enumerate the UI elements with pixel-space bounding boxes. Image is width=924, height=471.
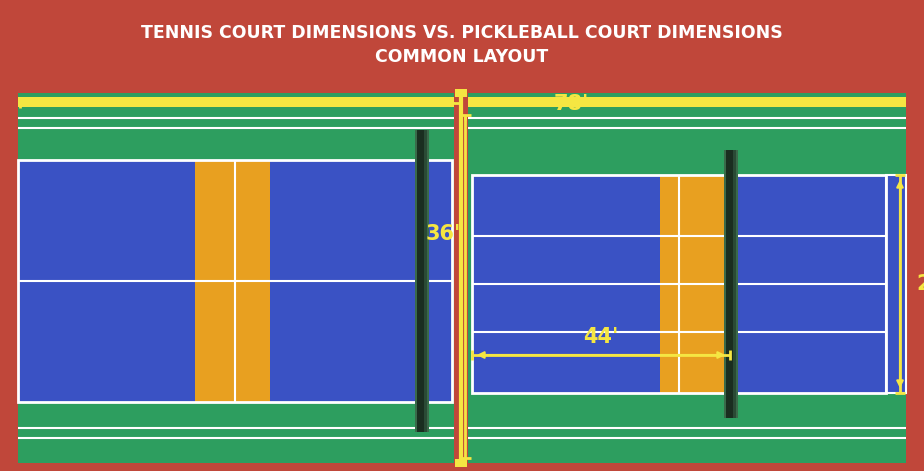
- Bar: [455, 89, 467, 97]
- Bar: [472, 175, 886, 393]
- Bar: [424, 130, 427, 432]
- Bar: [472, 175, 886, 393]
- Bar: [468, 93, 906, 463]
- Bar: [18, 93, 454, 463]
- Bar: [417, 130, 427, 432]
- Bar: [195, 160, 270, 402]
- Bar: [733, 150, 736, 418]
- Bar: [886, 175, 906, 393]
- Text: TENNIS COURT DIMENSIONS VS. PICKLEBALL COURT DIMENSIONS: TENNIS COURT DIMENSIONS VS. PICKLEBALL C…: [141, 24, 783, 42]
- Bar: [455, 459, 467, 467]
- Bar: [660, 175, 730, 393]
- Text: 44': 44': [583, 327, 619, 347]
- Text: 36': 36': [425, 224, 461, 244]
- Bar: [18, 97, 454, 107]
- Bar: [724, 150, 738, 418]
- Bar: [726, 150, 736, 418]
- Text: COMMON LAYOUT: COMMON LAYOUT: [375, 48, 549, 66]
- Text: 78': 78': [553, 94, 589, 114]
- Bar: [886, 175, 906, 393]
- Bar: [18, 160, 452, 402]
- Bar: [18, 160, 452, 402]
- Bar: [415, 130, 429, 432]
- Bar: [468, 97, 906, 107]
- Text: 20': 20': [916, 274, 924, 294]
